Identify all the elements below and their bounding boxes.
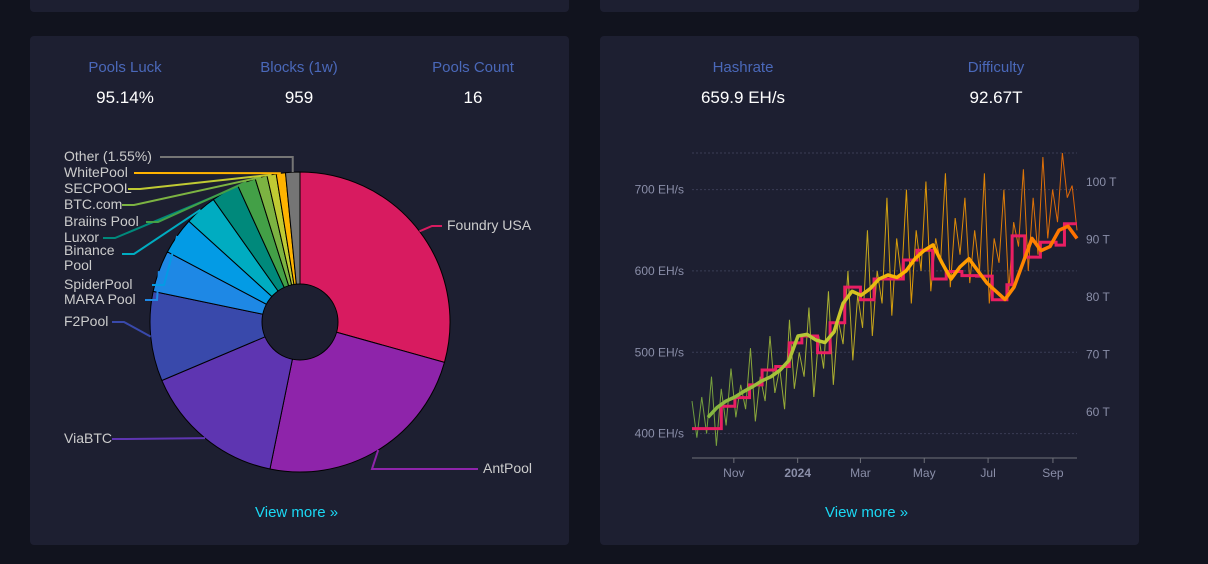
stat-blocks: Blocks (1w) 959: [209, 59, 389, 108]
stat-value: 659.9 EH/s: [700, 88, 786, 107]
mining-pools-card: Pools Luck 95.14% Blocks (1w) 959 Pools Co…: [30, 36, 569, 545]
stat-value: 92.67T: [969, 88, 1023, 107]
stat-label: Pools Luck: [88, 59, 162, 76]
stat-pools-count: Pools Count 16: [383, 59, 563, 108]
view-more-hashrate-link[interactable]: View more »: [825, 504, 909, 521]
stat-pools-luck: Pools Luck 95.14%: [35, 59, 215, 108]
stat-label: Hashrate: [712, 59, 774, 76]
view-more-pools-link[interactable]: View more »: [255, 504, 339, 521]
stat-label: Blocks (1w): [260, 59, 338, 76]
stat-difficulty: Difficulty 92.67T: [906, 59, 1086, 108]
stat-label: Pools Count: [432, 59, 514, 76]
stat-value: 16: [463, 88, 483, 107]
stat-hashrate: Hashrate 659.9 EH/s: [653, 59, 833, 108]
stat-label: Difficulty: [967, 59, 1025, 76]
hashrate-card: Hashrate 659.9 EH/s Difficulty 92.67T View…: [600, 36, 1139, 545]
stat-value: 95.14%: [96, 88, 154, 107]
top-card-right: [600, 0, 1139, 12]
stat-value: 959: [284, 88, 314, 107]
top-card-left: [30, 0, 569, 12]
